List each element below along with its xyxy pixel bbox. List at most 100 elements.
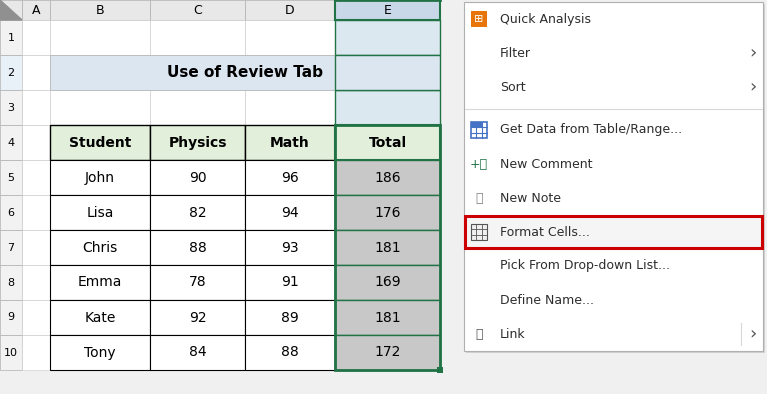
Bar bbox=[245, 230, 335, 265]
Text: Filter: Filter bbox=[500, 46, 531, 59]
Text: 96: 96 bbox=[281, 171, 299, 184]
Text: Quick Analysis: Quick Analysis bbox=[500, 13, 591, 26]
Text: New Note: New Note bbox=[500, 191, 561, 204]
Bar bbox=[0, 0, 22, 20]
Bar bbox=[471, 122, 476, 127]
Text: 84: 84 bbox=[189, 346, 206, 359]
Bar bbox=[245, 265, 335, 300]
Text: 93: 93 bbox=[281, 240, 299, 255]
Text: Get Data from Table/Range...: Get Data from Table/Range... bbox=[500, 123, 682, 136]
Text: Use of Review Tab: Use of Review Tab bbox=[167, 65, 323, 80]
Text: 181: 181 bbox=[374, 310, 401, 325]
Text: 📝: 📝 bbox=[476, 191, 482, 204]
Bar bbox=[0, 20, 22, 55]
Text: 94: 94 bbox=[281, 206, 299, 219]
Bar bbox=[150, 20, 245, 55]
Text: 78: 78 bbox=[189, 275, 206, 290]
Bar bbox=[150, 300, 245, 335]
Bar bbox=[150, 195, 245, 230]
Text: 6: 6 bbox=[8, 208, 15, 217]
Bar bbox=[245, 335, 335, 370]
Bar bbox=[0, 125, 22, 160]
Bar bbox=[50, 55, 440, 90]
Bar bbox=[335, 300, 440, 335]
Text: 3: 3 bbox=[8, 102, 15, 113]
Text: Chris: Chris bbox=[82, 240, 117, 255]
Bar bbox=[50, 0, 150, 20]
Text: 82: 82 bbox=[189, 206, 206, 219]
Text: 176: 176 bbox=[374, 206, 400, 219]
Bar bbox=[150, 0, 245, 20]
Text: Emma: Emma bbox=[77, 275, 122, 290]
Bar bbox=[245, 20, 335, 55]
Bar bbox=[335, 55, 440, 90]
Bar bbox=[335, 230, 440, 265]
Bar bbox=[22, 20, 50, 55]
Bar bbox=[464, 2, 763, 351]
Text: 10: 10 bbox=[4, 348, 18, 357]
Bar bbox=[50, 90, 150, 125]
Text: ›: › bbox=[749, 44, 756, 62]
Bar bbox=[22, 230, 50, 265]
Bar bbox=[22, 195, 50, 230]
Bar bbox=[335, 160, 440, 195]
Text: Format Cells...: Format Cells... bbox=[500, 225, 590, 238]
Text: 4: 4 bbox=[8, 138, 15, 147]
Text: 88: 88 bbox=[281, 346, 299, 359]
Text: 186: 186 bbox=[374, 171, 401, 184]
Text: 88: 88 bbox=[189, 240, 206, 255]
Text: Kate: Kate bbox=[84, 310, 116, 325]
Bar bbox=[50, 125, 150, 160]
Bar bbox=[466, 4, 765, 353]
Bar bbox=[245, 0, 335, 20]
Bar bbox=[150, 335, 245, 370]
Text: 172: 172 bbox=[374, 346, 400, 359]
Bar bbox=[0, 160, 22, 195]
Text: 7: 7 bbox=[8, 242, 15, 253]
Text: A: A bbox=[31, 4, 40, 17]
Bar bbox=[335, 265, 440, 300]
Bar bbox=[150, 160, 245, 195]
Bar bbox=[245, 160, 335, 195]
Bar bbox=[471, 224, 487, 240]
Bar bbox=[245, 125, 335, 160]
Text: Define Name...: Define Name... bbox=[500, 294, 594, 307]
Text: 5: 5 bbox=[8, 173, 15, 182]
Bar bbox=[476, 122, 482, 127]
Bar bbox=[50, 195, 150, 230]
Bar bbox=[22, 90, 50, 125]
Bar bbox=[335, 20, 440, 55]
Bar bbox=[0, 55, 22, 90]
Bar bbox=[465, 216, 762, 248]
Text: B: B bbox=[96, 4, 104, 17]
Bar bbox=[0, 230, 22, 265]
Bar bbox=[0, 195, 22, 230]
Bar bbox=[22, 125, 50, 160]
Text: 1: 1 bbox=[8, 32, 15, 43]
Bar bbox=[150, 265, 245, 300]
Bar bbox=[0, 265, 22, 300]
Text: 92: 92 bbox=[189, 310, 206, 325]
Bar bbox=[335, 335, 440, 370]
Bar bbox=[245, 90, 335, 125]
Text: 9: 9 bbox=[8, 312, 15, 323]
Bar bbox=[0, 90, 22, 125]
Text: 91: 91 bbox=[281, 275, 299, 290]
Polygon shape bbox=[0, 0, 22, 20]
Bar bbox=[22, 0, 50, 20]
Text: C: C bbox=[193, 4, 202, 17]
Text: 2: 2 bbox=[8, 67, 15, 78]
Text: 169: 169 bbox=[374, 275, 401, 290]
Bar bbox=[150, 90, 245, 125]
Text: New Comment: New Comment bbox=[500, 158, 592, 171]
Text: ⊞: ⊞ bbox=[474, 14, 484, 24]
Text: 8: 8 bbox=[8, 277, 15, 288]
Text: Student: Student bbox=[69, 136, 131, 149]
Bar bbox=[22, 335, 50, 370]
Text: 90: 90 bbox=[189, 171, 206, 184]
Bar bbox=[22, 160, 50, 195]
Text: Total: Total bbox=[368, 136, 407, 149]
Bar bbox=[22, 265, 50, 300]
Text: Link: Link bbox=[500, 327, 525, 340]
Bar bbox=[50, 230, 150, 265]
